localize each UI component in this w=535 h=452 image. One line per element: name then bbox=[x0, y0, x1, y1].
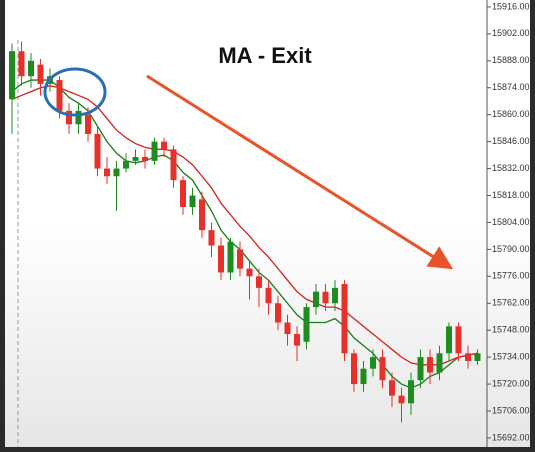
y-tick-label: 15902.00 bbox=[492, 28, 530, 38]
candle-body bbox=[294, 334, 300, 346]
candle-body bbox=[455, 326, 462, 354]
candle-body bbox=[237, 249, 243, 269]
candle-body bbox=[142, 157, 148, 161]
candle-body bbox=[56, 80, 63, 111]
y-tick-label: 15734.00 bbox=[492, 352, 530, 362]
candle-body bbox=[408, 380, 414, 404]
candle-body bbox=[256, 276, 262, 288]
y-tick-label: 15916.00 bbox=[492, 1, 530, 11]
candle-body bbox=[246, 268, 253, 277]
y-tick-label: 15748.00 bbox=[492, 325, 530, 335]
y-tick-label: 15762.00 bbox=[492, 298, 530, 308]
candle-body bbox=[199, 199, 205, 231]
candle-body bbox=[284, 322, 291, 335]
moving-average bbox=[11, 85, 478, 366]
candle-body bbox=[275, 303, 281, 323]
candle-body bbox=[446, 326, 452, 354]
candle-body bbox=[66, 110, 72, 125]
candle-body bbox=[265, 287, 272, 304]
candle-body bbox=[313, 291, 319, 308]
candle-body bbox=[465, 353, 471, 361]
y-tick-label: 15776.00 bbox=[492, 271, 530, 281]
y-tick-label: 15860.00 bbox=[492, 109, 530, 119]
candle-body bbox=[303, 307, 310, 342]
candle-body bbox=[417, 357, 424, 381]
y-tick-label: 15692.00 bbox=[492, 432, 530, 442]
candle-body bbox=[474, 353, 481, 361]
candle-body bbox=[161, 141, 167, 150]
y-tick-label: 15720.00 bbox=[492, 378, 530, 388]
y-tick-label: 15846.00 bbox=[492, 136, 530, 146]
y-tick-label: 15874.00 bbox=[492, 82, 530, 92]
candle-body bbox=[180, 180, 186, 208]
y-tick-label: 15832.00 bbox=[492, 163, 530, 173]
chart-title: MA - Exit bbox=[218, 43, 312, 68]
highlight-circle bbox=[43, 67, 107, 117]
candle-body bbox=[351, 353, 357, 385]
candle-body bbox=[322, 291, 329, 304]
candle-body bbox=[341, 284, 348, 354]
candle-body bbox=[75, 110, 82, 125]
candle-body bbox=[332, 287, 338, 304]
y-tick-label: 15706.00 bbox=[492, 405, 530, 415]
candle-body bbox=[389, 380, 395, 396]
y-tick-label: 15818.00 bbox=[492, 190, 530, 200]
candle-body bbox=[398, 395, 405, 404]
candle-body bbox=[85, 114, 91, 134]
candle-body bbox=[94, 133, 101, 169]
candle-body bbox=[379, 357, 386, 381]
candle-body bbox=[123, 160, 129, 169]
candle-body bbox=[189, 195, 196, 208]
candle-body bbox=[360, 368, 367, 385]
y-tick-label: 15790.00 bbox=[492, 244, 530, 254]
candle-body bbox=[113, 168, 120, 177]
candle-body bbox=[227, 241, 234, 273]
candle-body bbox=[427, 357, 433, 373]
candle-body bbox=[208, 230, 215, 246]
y-tick-label: 15804.00 bbox=[492, 217, 530, 227]
candle-body bbox=[18, 51, 25, 77]
candle-body bbox=[9, 51, 15, 100]
candle-body bbox=[218, 245, 224, 273]
candle-body bbox=[436, 353, 443, 373]
candle-body bbox=[28, 60, 34, 77]
candle-body bbox=[170, 149, 177, 181]
y-tick-label: 15888.00 bbox=[492, 55, 530, 65]
candle-body bbox=[37, 64, 44, 84]
trend-arrow bbox=[146, 74, 454, 270]
candle-body bbox=[132, 157, 139, 161]
candle-body bbox=[151, 141, 158, 161]
candle-body bbox=[370, 357, 376, 369]
candle-body bbox=[104, 168, 110, 177]
